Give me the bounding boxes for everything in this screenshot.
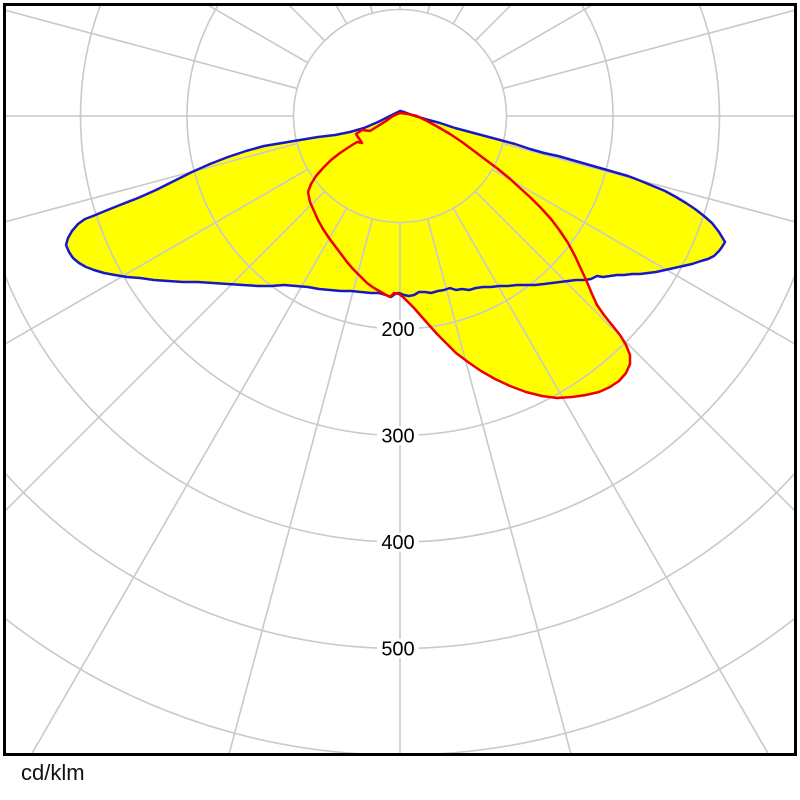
plot-border — [3, 3, 797, 756]
ring-label-bg-500 — [377, 639, 419, 658]
ring-label-bg-300 — [377, 426, 419, 445]
blue_curve-path — [64, 109, 727, 299]
ring-label-500: 500 — [381, 639, 414, 661]
gamma-line-285 — [4, 142, 298, 223]
gamma-line-75 — [502, 142, 796, 223]
ring-label-bg-200 — [377, 319, 419, 339]
gamma-line-60 — [491, 168, 796, 346]
gamma-line-255 — [4, 9, 298, 90]
ring-label-200: 200 — [381, 319, 414, 341]
curves — [64, 109, 727, 400]
gamma-line-45 — [474, 190, 796, 513]
ring-label-300: 300 — [381, 426, 414, 448]
ring-label-bg-400 — [377, 532, 419, 552]
red_curve-path — [306, 111, 632, 400]
gamma-line-30 — [452, 207, 770, 755]
ring-label-400: 400 — [381, 532, 414, 554]
gamma-line-330 — [30, 207, 348, 755]
gamma-line-300 — [4, 168, 309, 346]
gamma-line-345 — [228, 218, 374, 755]
gamma-line-15 — [426, 218, 572, 755]
red_curve-fill — [308, 113, 630, 398]
unit-label: cd/klm — [21, 760, 85, 785]
gamma-line-105 — [502, 9, 796, 90]
ring-labels: 200 300 400 500 — [377, 319, 419, 661]
gamma-line-315 — [4, 190, 326, 513]
